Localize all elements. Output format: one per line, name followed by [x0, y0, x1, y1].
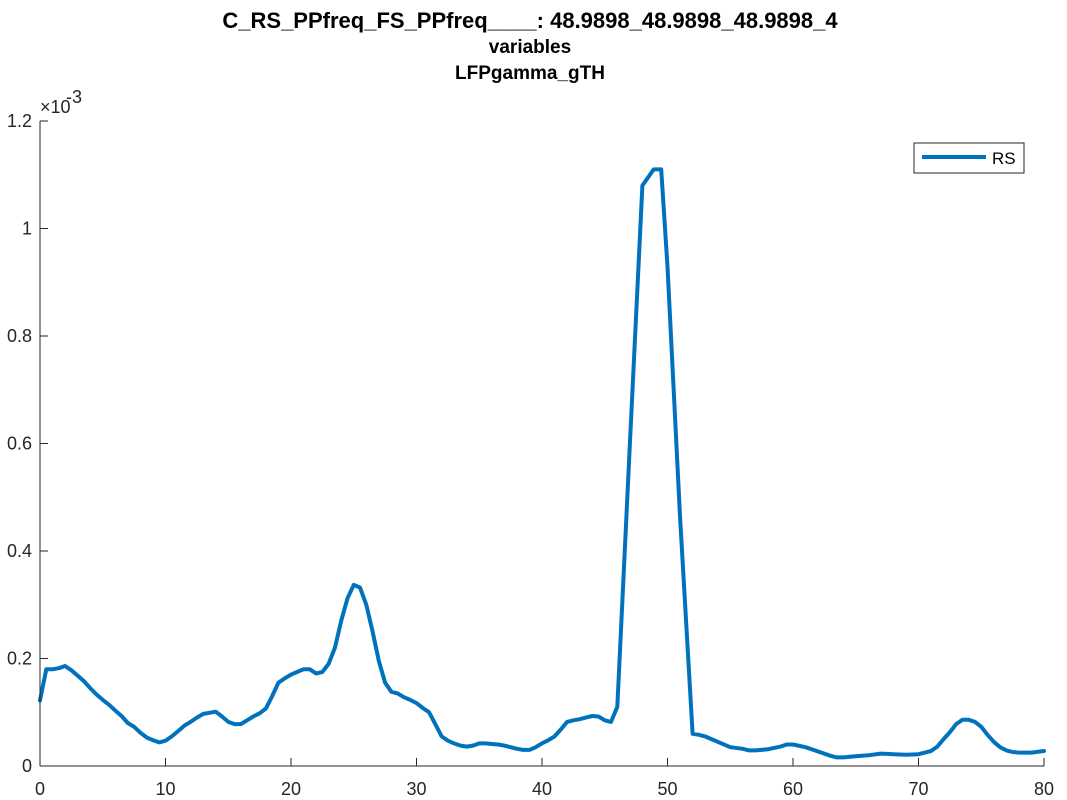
x-tick-label: 20: [281, 779, 301, 799]
x-tick-label: 60: [783, 779, 803, 799]
x-tick-label: 10: [155, 779, 175, 799]
y-exponent-label: ×10 -3: [40, 87, 82, 117]
chart-title-line-2: variables: [489, 37, 571, 58]
y-tick-label: 1: [22, 219, 32, 239]
y-tick-label: 0.4: [7, 541, 32, 561]
y-exponent-power: -3: [66, 87, 82, 107]
y-tick-label: 0.8: [7, 326, 32, 346]
x-tick-label: 70: [908, 779, 928, 799]
chart-title-line-1: C_RS_PPfreq_FS_PPfreq____: 48.9898_48.98…: [222, 8, 838, 33]
chart-title-line-3: LFPgamma_gTH: [455, 63, 605, 84]
legend: RS: [913, 142, 1025, 174]
y-tick-label: 0.6: [7, 434, 32, 454]
y-tick-label: 0.2: [7, 649, 32, 669]
y-tick-label: 0: [22, 756, 32, 776]
legend-label-rs: RS: [992, 149, 1016, 168]
y-exponent-base: ×10: [40, 97, 71, 117]
x-tick-label: 30: [406, 779, 426, 799]
plot-area: 0 10 20 30 40 50 60 70 80 0 0.2 0.4 0.6 0.8 1 1.2: [7, 111, 1054, 799]
series-line-rs: [38, 167, 1046, 760]
x-tick-label: 80: [1034, 779, 1054, 799]
x-tick-label: 0: [35, 779, 45, 799]
x-tick-label: 50: [657, 779, 677, 799]
x-tick-label: 40: [532, 779, 552, 799]
y-tick-label: 1.2: [7, 111, 32, 131]
